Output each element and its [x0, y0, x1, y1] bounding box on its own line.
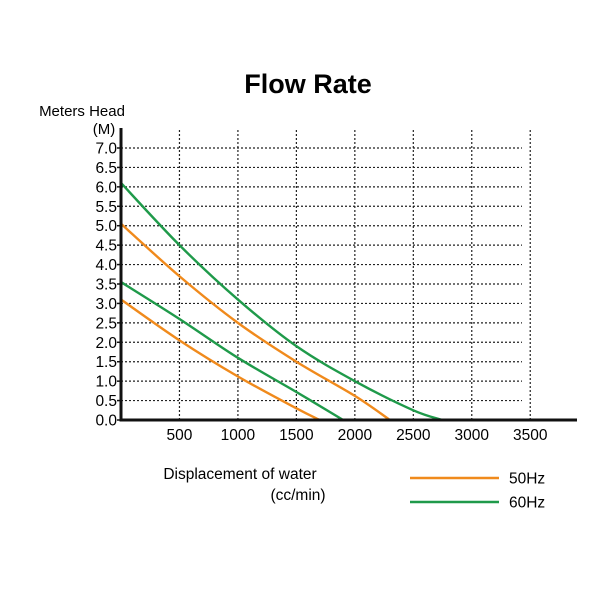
series-line-50hz-1: [119, 222, 392, 422]
legend-label-50hz: 50Hz: [509, 471, 545, 488]
x-axis-unit: (cc/min): [270, 487, 325, 504]
y-tick-label-1: 0.5: [95, 393, 117, 410]
series-line-60hz-2: [119, 280, 345, 422]
x-tick-label-1: 1000: [221, 427, 256, 444]
chart-title: Flow Rate: [244, 69, 372, 99]
y-tick-label-14: 7.0: [95, 141, 117, 158]
legend: 50Hz 60Hz: [410, 471, 545, 512]
y-tick-label-5: 2.5: [95, 315, 117, 332]
x-tick-label-0: 500: [167, 427, 193, 444]
x-tick-label-5: 3000: [455, 427, 490, 444]
axes: [119, 128, 577, 422]
y-tick-label-8: 4.0: [95, 257, 117, 274]
x-tick-label-2: 1500: [279, 427, 314, 444]
series-lines: [119, 181, 444, 422]
y-tick-label-7: 3.5: [95, 277, 117, 294]
x-axis-label: Displacement of water: [163, 466, 316, 483]
x-tick-label-6: 3500: [513, 427, 548, 444]
y-tick-label-0: 0.0: [95, 413, 117, 430]
y-tick-label-12: 6.0: [95, 179, 117, 196]
x-tick-labels: 500 1000 1500 2000 2500 3000 3500: [167, 427, 548, 444]
y-tick-label-10: 5.0: [95, 218, 117, 235]
y-axis-unit: (M): [93, 121, 116, 138]
series-line-60hz-3: [119, 181, 444, 422]
y-tick-label-4: 2.0: [95, 335, 117, 352]
y-tick-label-11: 5.5: [95, 199, 117, 216]
legend-label-60hz: 60Hz: [509, 495, 545, 512]
y-tick-label-13: 6.5: [95, 160, 117, 177]
x-tick-label-3: 2000: [338, 427, 373, 444]
series-line-50hz-0: [119, 298, 321, 422]
x-tick-label-4: 2500: [396, 427, 431, 444]
y-tick-label-3: 1.5: [95, 354, 117, 371]
y-tick-label-6: 3.0: [95, 296, 117, 313]
y-axis-label: Meters Head: [39, 103, 125, 120]
grid: [121, 130, 531, 420]
y-tick-label-9: 4.5: [95, 238, 117, 255]
y-tick-label-2: 1.0: [95, 374, 117, 391]
y-tick-labels: 0.0 0.5 1.0 1.5 2.0 2.5 3.0 3.5 4.0 4.5 5.0 5.5 6.0 6…: [95, 141, 121, 430]
